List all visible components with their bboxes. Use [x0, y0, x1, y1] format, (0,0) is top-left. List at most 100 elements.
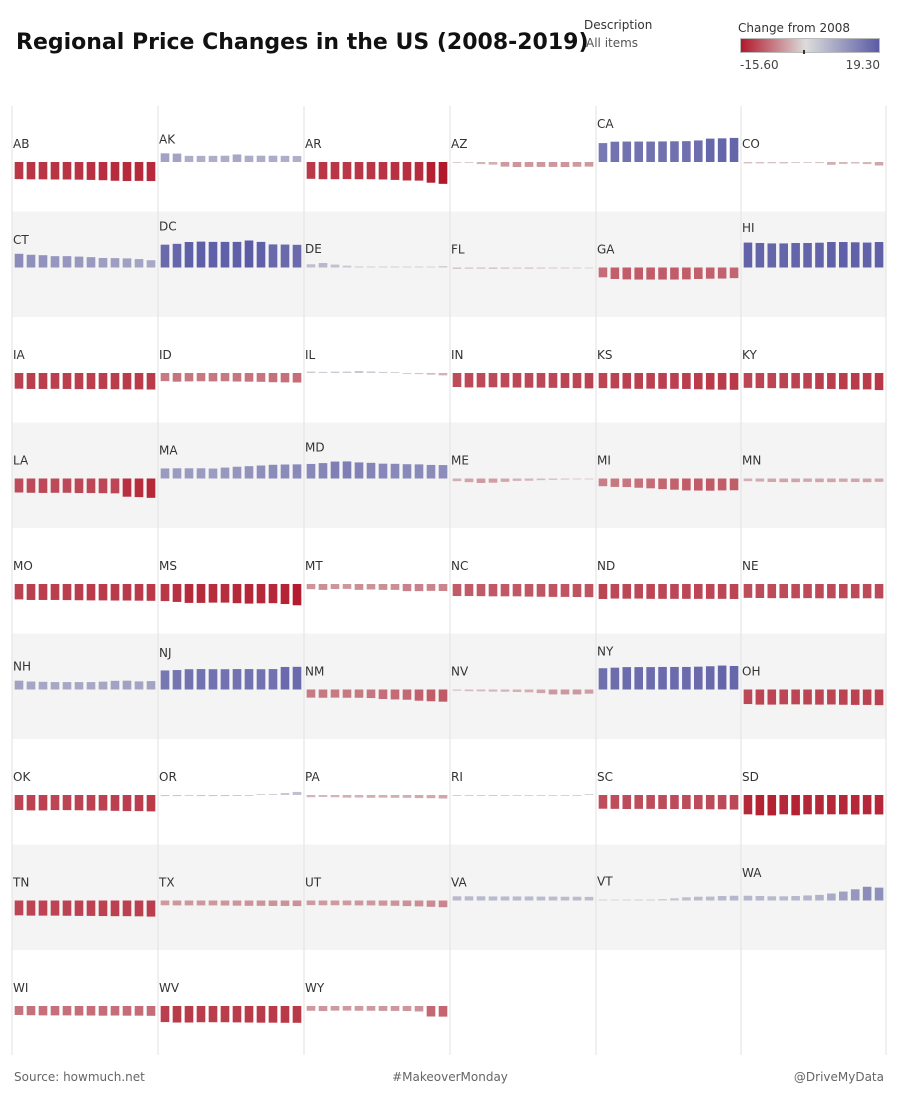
bar-mt-2018	[426, 584, 436, 591]
bar-ks-2012	[646, 373, 655, 389]
bar-fl-2012	[500, 267, 510, 269]
bar-ri-2016	[548, 795, 558, 796]
bar-mo-2018	[134, 584, 144, 601]
bar-in-2013	[512, 373, 522, 388]
bar-wv-2016	[256, 1006, 266, 1023]
bar-la-2008	[14, 478, 24, 493]
bar-ab-2017	[122, 162, 132, 182]
bar-ab-2016	[110, 162, 120, 181]
bar-mo-2010	[38, 584, 48, 600]
bar-mt-2013	[366, 584, 376, 590]
footer-source: Source: howmuch.net	[14, 1070, 145, 1084]
bar-nd-2019	[729, 584, 739, 599]
state-label: IA	[13, 348, 26, 362]
bar-ny-2012	[646, 667, 655, 690]
bar-il-2011	[342, 371, 352, 373]
bar-nh-2019	[146, 681, 156, 690]
bar-az-2009	[464, 162, 474, 163]
bar-pa-2015	[390, 795, 400, 798]
bar-ok-2013	[74, 795, 84, 811]
bar-nc-2018	[572, 584, 582, 598]
bar-mi-2009	[610, 478, 620, 487]
bar-ar-2015	[390, 162, 400, 180]
bar-sd-2016	[839, 795, 848, 815]
bar-ri-2009	[464, 795, 474, 796]
bar-wv-2018	[280, 1006, 290, 1023]
bar-nc-2009	[464, 584, 474, 597]
bar-nj-2011	[196, 669, 206, 690]
bar-mt-2009	[318, 584, 328, 590]
state-label: VA	[451, 875, 467, 889]
bar-nh-2017	[122, 680, 132, 690]
bar-ky-2018	[862, 373, 872, 390]
description-filter-value[interactable]: All items	[586, 36, 639, 50]
bar-in-2019	[584, 373, 594, 389]
bar-ky-2011	[779, 373, 788, 389]
bar-ut-2015	[390, 900, 400, 906]
bar-hi-2015	[827, 242, 836, 268]
bar-nd-2014	[670, 584, 679, 599]
bar-ks-2013	[658, 373, 667, 389]
bar-mo-2019	[146, 584, 156, 601]
bar-ca-2015	[682, 141, 691, 162]
bar-ut-2008	[306, 900, 316, 906]
bar-wi-2016	[110, 1006, 120, 1016]
bar-md-2017	[414, 464, 424, 479]
bar-ia-2016	[110, 373, 120, 390]
bar-md-2016	[402, 464, 412, 479]
bar-az-2019	[584, 162, 594, 167]
bar-ma-2014	[232, 466, 242, 479]
bar-ar-2019	[438, 162, 448, 184]
bar-az-2011	[488, 162, 498, 165]
bar-nc-2010	[476, 584, 486, 597]
bar-me-2013	[512, 478, 522, 481]
bar-tn-2016	[110, 900, 120, 917]
bar-wi-2013	[74, 1006, 84, 1016]
state-label: NV	[451, 665, 469, 679]
bar-hi-2012	[791, 243, 800, 268]
bar-la-2011	[50, 478, 60, 493]
bar-ks-2015	[682, 373, 691, 389]
bar-mt-2014	[378, 584, 388, 590]
bar-nv-2017	[560, 689, 570, 695]
bar-or-2017	[268, 794, 278, 795]
bar-ne-2016	[839, 584, 848, 599]
bar-ny-2016	[694, 666, 703, 690]
bar-ma-2013	[220, 467, 230, 479]
bar-ms-2017	[268, 584, 278, 604]
color-legend-gradient[interactable]	[740, 38, 880, 53]
bar-wi-2015	[98, 1006, 108, 1016]
state-label: IL	[305, 348, 316, 362]
bar-sc-2012	[646, 795, 655, 809]
bar-wa-2010	[767, 896, 777, 901]
bar-ab-2018	[134, 162, 144, 181]
bar-wv-2012	[208, 1006, 218, 1023]
bar-il-2012	[354, 371, 364, 373]
bar-in-2010	[476, 373, 486, 388]
bar-ga-2013	[658, 267, 667, 280]
color-legend-max-label: 19.30	[845, 58, 880, 72]
bar-wv-2013	[220, 1006, 230, 1023]
bar-wa-2012	[791, 896, 800, 901]
bar-ms-2015	[244, 584, 254, 604]
bar-ms-2008	[160, 584, 170, 602]
bar-ok-2010	[38, 795, 48, 811]
bar-wi-2014	[86, 1006, 96, 1016]
bar-ne-2017	[850, 584, 860, 599]
bar-vt-2017	[705, 896, 715, 901]
bar-nc-2011	[488, 584, 498, 597]
bar-vt-2009	[610, 899, 620, 901]
bar-la-2009	[26, 478, 36, 493]
bar-ak-2008	[160, 153, 170, 162]
bar-mi-2019	[729, 478, 739, 491]
bar-nh-2014	[86, 682, 96, 690]
bar-md-2012	[354, 462, 364, 479]
bar-nv-2018	[572, 689, 582, 695]
bar-co-2019	[874, 162, 884, 166]
bar-sd-2010	[767, 795, 777, 816]
bar-or-2013	[220, 795, 230, 797]
bar-tn-2015	[98, 900, 108, 917]
bar-dc-2009	[172, 243, 182, 268]
bar-il-2015	[390, 372, 400, 373]
bar-nj-2010	[184, 669, 194, 690]
